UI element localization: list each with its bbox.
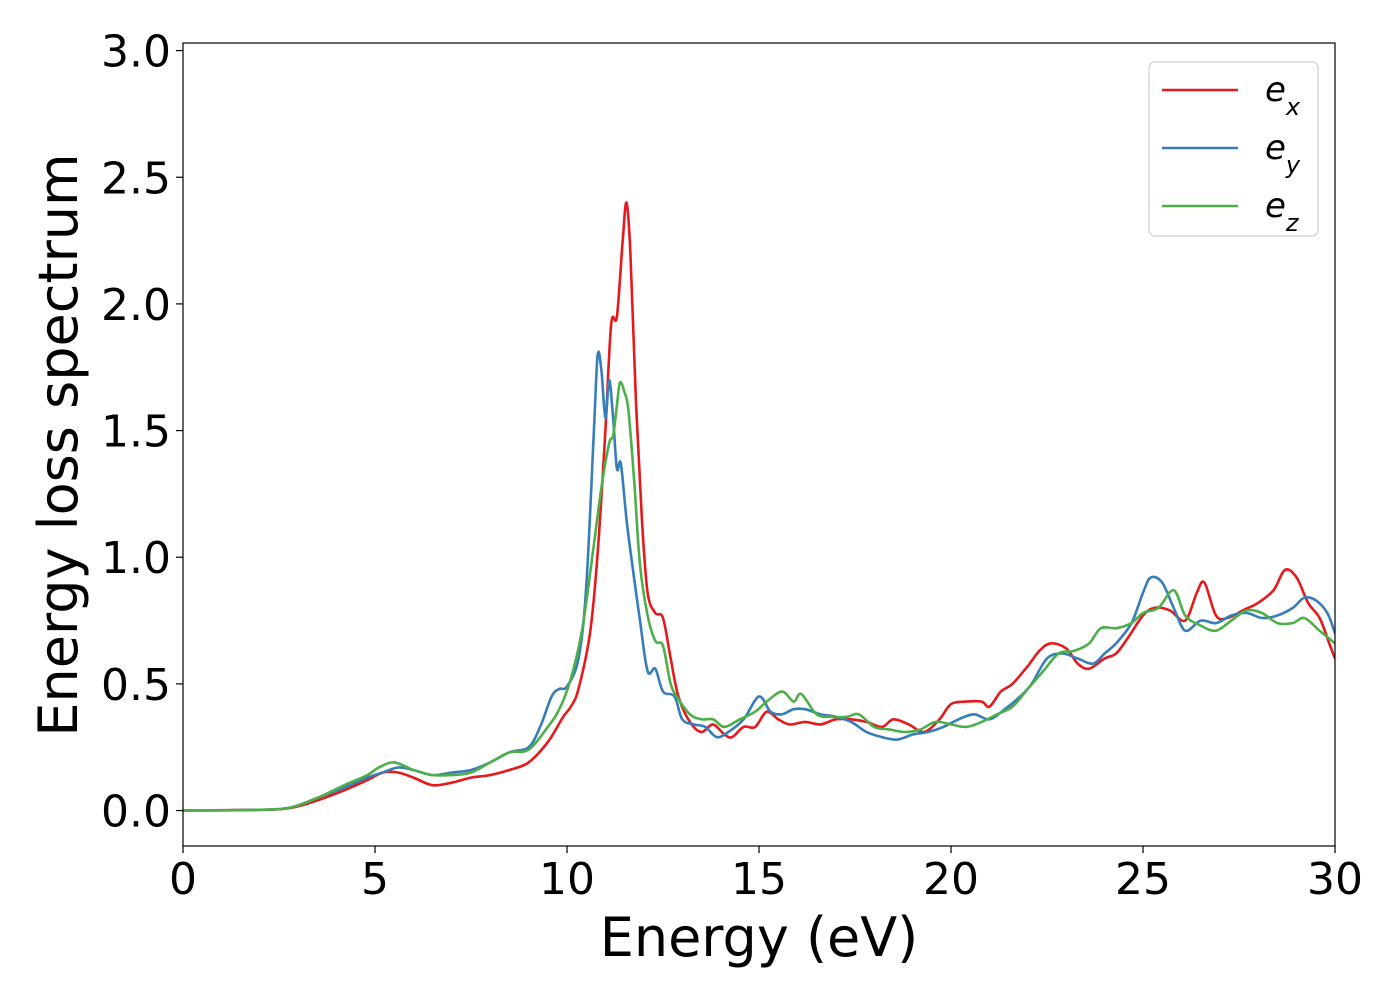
legend-label-e-y: ey [1265, 128, 1301, 179]
y-tick-label: 2.0 [101, 280, 171, 331]
y-tick-label: 2.5 [101, 153, 171, 204]
x-tick-label: 30 [1307, 854, 1363, 905]
legend-label-e-z: ez [1265, 186, 1300, 237]
y-tick-label: 0.0 [101, 787, 171, 838]
y-tick-label: 3.0 [101, 27, 171, 78]
x-tick-label: 15 [731, 854, 787, 905]
y-axis-label: Energy loss spectrum [27, 153, 90, 736]
x-tick-label: 20 [923, 854, 979, 905]
plot-area [183, 43, 1335, 846]
x-tick-label: 0 [169, 854, 197, 905]
y-tick-label: 1.0 [101, 533, 171, 584]
legend-label-e-x: ex [1265, 70, 1301, 121]
x-tick-label: 25 [1115, 854, 1171, 905]
x-tick-label: 10 [539, 854, 595, 905]
x-tick-label: 5 [361, 854, 389, 905]
y-tick-label: 1.5 [101, 407, 171, 458]
x-axis-label: Energy (eV) [600, 906, 919, 969]
series-line-e-y [183, 350, 1335, 812]
series-line-e-z [183, 380, 1335, 812]
legend: ex ey ez [1148, 61, 1319, 237]
y-tick-label: 0.5 [101, 660, 171, 711]
